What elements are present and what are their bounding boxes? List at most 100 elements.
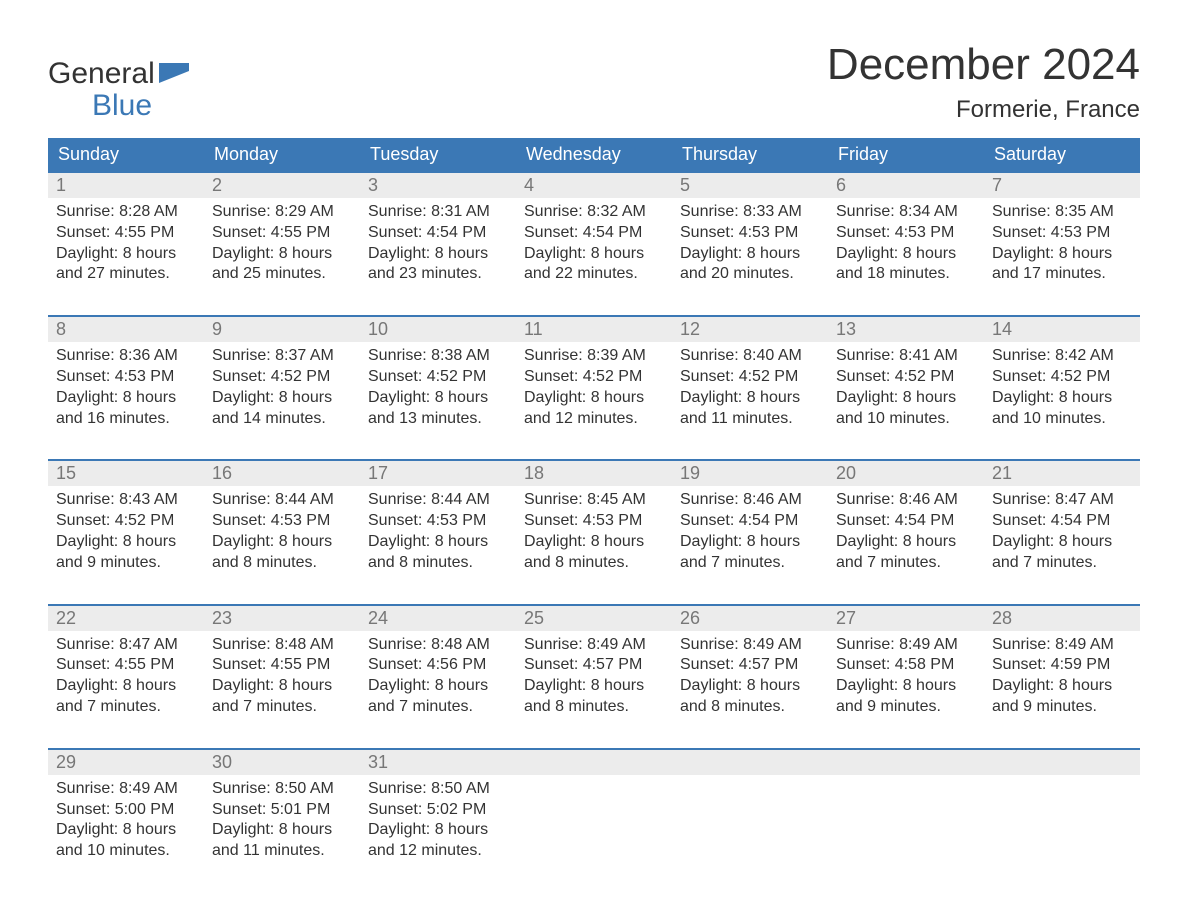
- d2-text: and 18 minutes.: [836, 264, 976, 285]
- d2-text: and 9 minutes.: [992, 697, 1132, 718]
- dow-thursday: Thursday: [672, 138, 828, 171]
- sunset-text: Sunset: 4:57 PM: [680, 655, 820, 676]
- sunset-text: Sunset: 4:52 PM: [212, 367, 352, 388]
- sunset-text: Sunset: 4:58 PM: [836, 655, 976, 676]
- day-number: 6: [828, 173, 984, 198]
- d2-text: and 8 minutes.: [368, 553, 508, 574]
- dow-monday: Monday: [204, 138, 360, 171]
- day-number: 21: [984, 461, 1140, 486]
- sunset-text: Sunset: 4:52 PM: [680, 367, 820, 388]
- d2-text: and 12 minutes.: [368, 841, 508, 862]
- day-number: 29: [48, 750, 204, 775]
- d1-text: Daylight: 8 hours: [56, 820, 196, 841]
- sunset-text: Sunset: 4:52 PM: [368, 367, 508, 388]
- day-number: 28: [984, 606, 1140, 631]
- sunrise-text: Sunrise: 8:47 AM: [56, 635, 196, 656]
- sunrise-text: Sunrise: 8:46 AM: [680, 490, 820, 511]
- sunset-text: Sunset: 4:53 PM: [368, 511, 508, 532]
- header: General Blue December 2024 Formerie, Fra…: [48, 40, 1140, 124]
- week-row: 891011121314Sunrise: 8:36 AMSunset: 4:53…: [48, 315, 1140, 435]
- sunrise-text: Sunrise: 8:32 AM: [524, 202, 664, 223]
- d2-text: and 27 minutes.: [56, 264, 196, 285]
- sunrise-text: Sunrise: 8:29 AM: [212, 202, 352, 223]
- d1-text: Daylight: 8 hours: [368, 388, 508, 409]
- week-row: 1234567Sunrise: 8:28 AMSunset: 4:55 PMDa…: [48, 171, 1140, 291]
- day-cell: Sunrise: 8:44 AMSunset: 4:53 PMDaylight:…: [360, 486, 516, 579]
- d2-text: and 7 minutes.: [212, 697, 352, 718]
- title-block: December 2024 Formerie, France: [827, 40, 1140, 124]
- d1-text: Daylight: 8 hours: [836, 244, 976, 265]
- logo-text-general: General: [48, 58, 155, 90]
- sunrise-text: Sunrise: 8:45 AM: [524, 490, 664, 511]
- day-number: 25: [516, 606, 672, 631]
- d2-text: and 7 minutes.: [680, 553, 820, 574]
- day-number: 27: [828, 606, 984, 631]
- day-cell: Sunrise: 8:47 AMSunset: 4:54 PMDaylight:…: [984, 486, 1140, 579]
- day-cell: Sunrise: 8:35 AMSunset: 4:53 PMDaylight:…: [984, 198, 1140, 291]
- sunrise-text: Sunrise: 8:34 AM: [836, 202, 976, 223]
- d1-text: Daylight: 8 hours: [836, 676, 976, 697]
- day-cell: [516, 775, 672, 868]
- sunset-text: Sunset: 4:54 PM: [836, 511, 976, 532]
- week-row: 15161718192021Sunrise: 8:43 AMSunset: 4:…: [48, 459, 1140, 579]
- day-cell: Sunrise: 8:33 AMSunset: 4:53 PMDaylight:…: [672, 198, 828, 291]
- d2-text: and 14 minutes.: [212, 409, 352, 430]
- day-number: [828, 750, 984, 775]
- sunrise-text: Sunrise: 8:33 AM: [680, 202, 820, 223]
- day-of-week-header: Sunday Monday Tuesday Wednesday Thursday…: [48, 138, 1140, 171]
- d1-text: Daylight: 8 hours: [368, 532, 508, 553]
- sunset-text: Sunset: 5:02 PM: [368, 800, 508, 821]
- day-cell: Sunrise: 8:46 AMSunset: 4:54 PMDaylight:…: [828, 486, 984, 579]
- d1-text: Daylight: 8 hours: [212, 820, 352, 841]
- week-row: 22232425262728Sunrise: 8:47 AMSunset: 4:…: [48, 604, 1140, 724]
- d1-text: Daylight: 8 hours: [836, 532, 976, 553]
- sunset-text: Sunset: 4:53 PM: [836, 223, 976, 244]
- day-number: 12: [672, 317, 828, 342]
- day-number: 19: [672, 461, 828, 486]
- day-cell: Sunrise: 8:49 AMSunset: 5:00 PMDaylight:…: [48, 775, 204, 868]
- sunset-text: Sunset: 4:54 PM: [524, 223, 664, 244]
- d2-text: and 7 minutes.: [368, 697, 508, 718]
- day-cell: Sunrise: 8:49 AMSunset: 4:57 PMDaylight:…: [672, 631, 828, 724]
- sunrise-text: Sunrise: 8:37 AM: [212, 346, 352, 367]
- day-cell: Sunrise: 8:31 AMSunset: 4:54 PMDaylight:…: [360, 198, 516, 291]
- d2-text: and 7 minutes.: [992, 553, 1132, 574]
- dow-wednesday: Wednesday: [516, 138, 672, 171]
- sunset-text: Sunset: 4:55 PM: [212, 655, 352, 676]
- d2-text: and 13 minutes.: [368, 409, 508, 430]
- dow-saturday: Saturday: [984, 138, 1140, 171]
- day-cell: Sunrise: 8:50 AMSunset: 5:01 PMDaylight:…: [204, 775, 360, 868]
- day-number-row: 293031: [48, 750, 1140, 775]
- day-number-row: 1234567: [48, 173, 1140, 198]
- day-number: 18: [516, 461, 672, 486]
- sunrise-text: Sunrise: 8:48 AM: [368, 635, 508, 656]
- sunrise-text: Sunrise: 8:44 AM: [368, 490, 508, 511]
- d2-text: and 8 minutes.: [524, 553, 664, 574]
- sunset-text: Sunset: 4:57 PM: [524, 655, 664, 676]
- sunset-text: Sunset: 4:52 PM: [836, 367, 976, 388]
- day-cell: Sunrise: 8:34 AMSunset: 4:53 PMDaylight:…: [828, 198, 984, 291]
- logo: General Blue: [48, 40, 189, 121]
- day-cell: Sunrise: 8:42 AMSunset: 4:52 PMDaylight:…: [984, 342, 1140, 435]
- d1-text: Daylight: 8 hours: [680, 676, 820, 697]
- sunset-text: Sunset: 4:53 PM: [212, 511, 352, 532]
- day-number: 7: [984, 173, 1140, 198]
- logo-top-line: General: [48, 58, 189, 90]
- day-number: 4: [516, 173, 672, 198]
- day-number: [672, 750, 828, 775]
- day-number: 17: [360, 461, 516, 486]
- day-cell: Sunrise: 8:38 AMSunset: 4:52 PMDaylight:…: [360, 342, 516, 435]
- d1-text: Daylight: 8 hours: [992, 676, 1132, 697]
- d2-text: and 9 minutes.: [836, 697, 976, 718]
- d1-text: Daylight: 8 hours: [56, 244, 196, 265]
- d2-text: and 17 minutes.: [992, 264, 1132, 285]
- dow-sunday: Sunday: [48, 138, 204, 171]
- d1-text: Daylight: 8 hours: [212, 244, 352, 265]
- d2-text: and 23 minutes.: [368, 264, 508, 285]
- day-cell: Sunrise: 8:28 AMSunset: 4:55 PMDaylight:…: [48, 198, 204, 291]
- day-cell: Sunrise: 8:32 AMSunset: 4:54 PMDaylight:…: [516, 198, 672, 291]
- sunset-text: Sunset: 4:55 PM: [212, 223, 352, 244]
- day-number: 8: [48, 317, 204, 342]
- day-cell: Sunrise: 8:44 AMSunset: 4:53 PMDaylight:…: [204, 486, 360, 579]
- calendar: Sunday Monday Tuesday Wednesday Thursday…: [48, 138, 1140, 868]
